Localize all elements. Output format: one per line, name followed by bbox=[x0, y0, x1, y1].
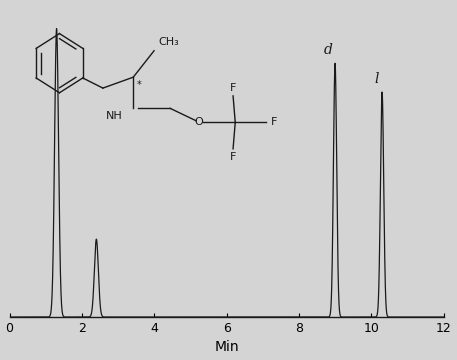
Text: O: O bbox=[194, 117, 203, 127]
Text: CH₃: CH₃ bbox=[159, 37, 179, 47]
Text: NH: NH bbox=[106, 112, 122, 121]
X-axis label: Min: Min bbox=[214, 341, 239, 355]
Text: F: F bbox=[230, 152, 236, 162]
Text: d: d bbox=[324, 44, 333, 58]
Text: *: * bbox=[137, 80, 142, 90]
Text: F: F bbox=[271, 117, 277, 127]
Text: l: l bbox=[374, 72, 379, 86]
Text: F: F bbox=[230, 83, 236, 93]
